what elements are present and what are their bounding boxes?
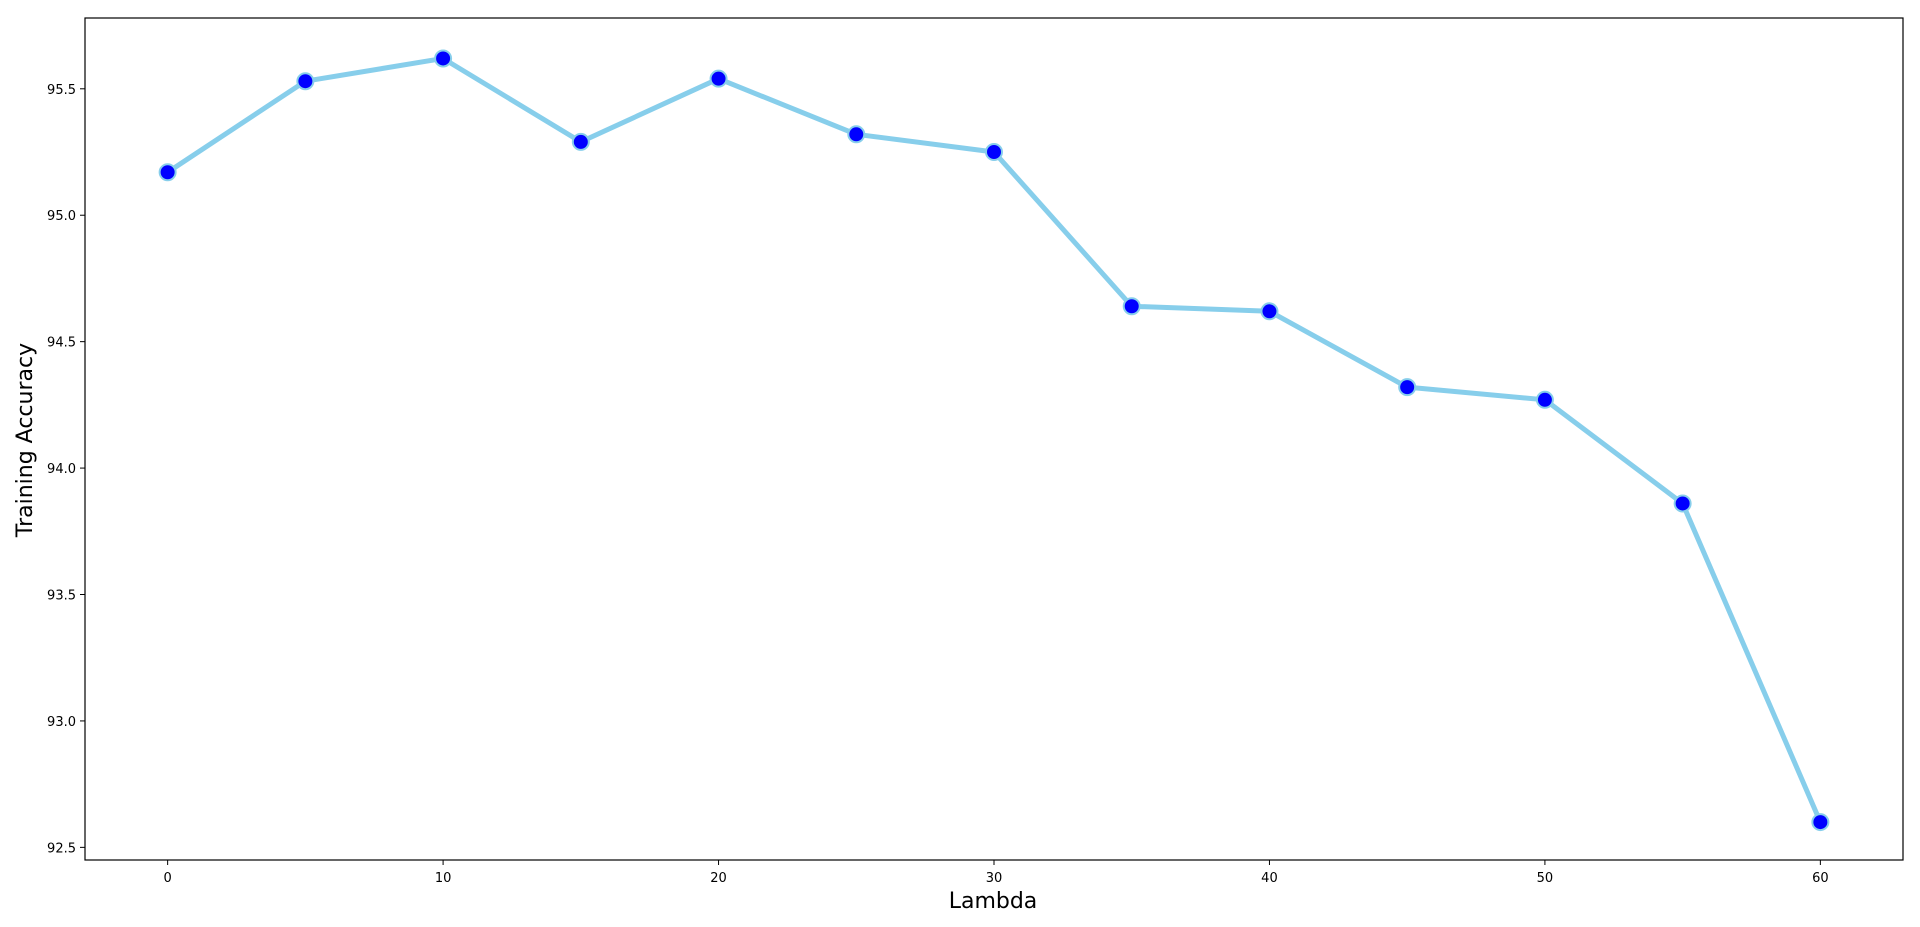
data-point xyxy=(847,125,866,144)
y-tick-label: 93.0 xyxy=(47,715,76,730)
y-tick-label: 94.5 xyxy=(47,336,76,351)
y-axis-label: Training Accuracy xyxy=(13,343,38,538)
x-tick-label: 40 xyxy=(1261,871,1278,886)
plot-area-frame xyxy=(84,17,1904,861)
y-tick-label: 95.0 xyxy=(47,209,76,224)
y-axis-ticks: 92.5 93.0 93.5 94.0 94.5 95.0 95.5 xyxy=(47,83,85,856)
x-axis-label: Lambda xyxy=(949,889,1038,914)
data-point xyxy=(1811,813,1830,832)
y-tick-label: 93.5 xyxy=(47,589,76,604)
x-tick-label: 60 xyxy=(1812,871,1829,886)
data-point xyxy=(709,69,728,88)
x-tick-label: 0 xyxy=(163,871,171,886)
data-point xyxy=(1260,302,1279,321)
data-point xyxy=(985,143,1003,162)
x-tick-label: 10 xyxy=(435,871,452,886)
data-point xyxy=(296,72,315,91)
x-tick-label: 50 xyxy=(1537,871,1554,886)
series-layer xyxy=(158,49,1830,832)
data-point xyxy=(1673,494,1692,513)
data-point xyxy=(158,163,177,182)
data-point xyxy=(1398,378,1417,397)
y-tick-label: 95.5 xyxy=(47,83,76,98)
data-point xyxy=(434,49,453,68)
x-tick-label: 20 xyxy=(710,871,727,886)
x-axis-ticks: 0 10 20 30 40 50 60 xyxy=(163,860,1829,886)
data-point xyxy=(1535,390,1554,409)
data-point xyxy=(571,132,590,151)
y-tick-label: 94.0 xyxy=(47,462,76,477)
data-point xyxy=(1122,297,1141,316)
y-tick-label: 92.5 xyxy=(47,841,76,856)
x-tick-label: 30 xyxy=(986,871,1003,886)
